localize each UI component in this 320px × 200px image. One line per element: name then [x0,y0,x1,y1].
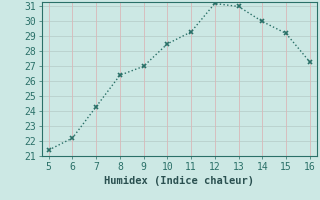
X-axis label: Humidex (Indice chaleur): Humidex (Indice chaleur) [104,176,254,186]
